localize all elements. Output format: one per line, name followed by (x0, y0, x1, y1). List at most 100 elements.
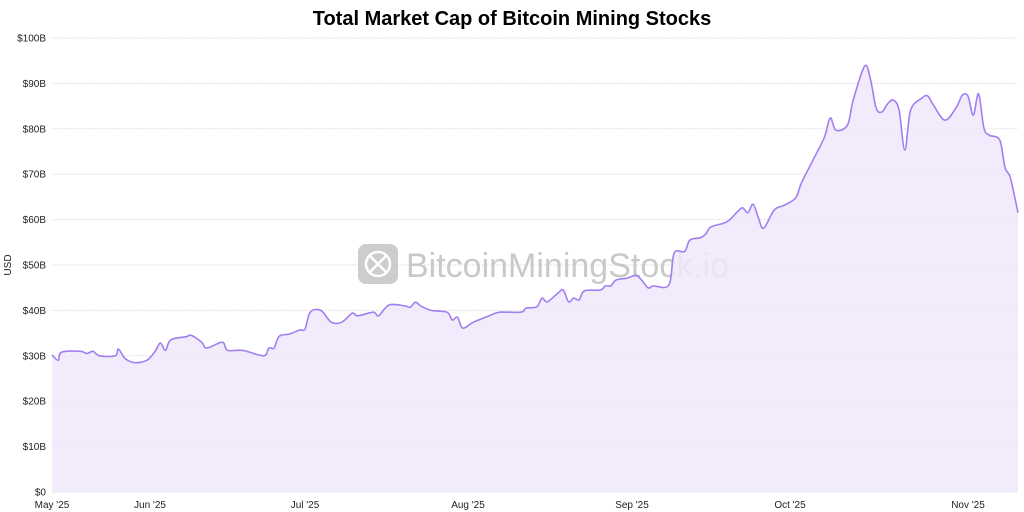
data-point (971, 113, 975, 117)
data-point (863, 64, 867, 68)
data-point (387, 303, 391, 307)
data-point (572, 296, 576, 300)
data-point (1008, 176, 1012, 180)
data-point (577, 298, 581, 302)
data-point (651, 284, 655, 288)
data-point (683, 249, 687, 253)
data-point (556, 291, 560, 295)
area-fill (52, 65, 1018, 492)
data-point (59, 350, 63, 354)
y-tick-label: $90B (23, 79, 47, 90)
data-point (688, 238, 692, 242)
data-point (267, 346, 271, 350)
data-point (868, 77, 872, 81)
x-tick-label: May '25 (35, 500, 70, 511)
y-tick-label: $0 (35, 488, 47, 499)
data-point (845, 123, 849, 127)
watermark-icon-cross (369, 255, 387, 273)
data-point (498, 310, 502, 314)
data-point (811, 158, 815, 162)
data-point (977, 92, 981, 96)
data-point (540, 296, 544, 300)
data-point (772, 208, 776, 212)
data-point (455, 315, 459, 319)
data-point (582, 289, 586, 293)
data-point (903, 148, 907, 152)
data-point (277, 334, 281, 338)
data-point (998, 138, 1002, 142)
data-point (614, 278, 618, 282)
data-point (545, 300, 549, 304)
data-point (97, 354, 101, 358)
data-point (828, 116, 832, 120)
data-point (598, 288, 602, 292)
data-point (50, 353, 54, 357)
data-point (960, 93, 964, 97)
data-point (635, 274, 639, 278)
data-point (350, 311, 354, 315)
data-point (987, 133, 991, 137)
data-point (145, 358, 149, 362)
data-point (298, 328, 302, 332)
data-point (329, 320, 333, 324)
y-tick-label: $50B (23, 261, 47, 272)
data-point (308, 310, 312, 314)
x-axis-ticks: May '25 Jun '25 Jul '25 Aug '25 Sep '25 Oct '… (35, 500, 986, 511)
data-point (561, 288, 565, 292)
data-point (886, 102, 890, 106)
data-point (91, 349, 95, 353)
data-point (220, 340, 224, 344)
data-point (932, 103, 936, 107)
y-tick-label: $70B (23, 170, 47, 181)
data-point (725, 220, 729, 224)
x-tick-label: Sep '25 (615, 500, 649, 511)
data-point (834, 128, 838, 132)
data-point (487, 314, 491, 318)
data-point (85, 352, 89, 356)
data-point (735, 210, 739, 214)
data-point (132, 361, 136, 365)
data-point (880, 110, 884, 114)
data-point (123, 356, 127, 360)
data-point (926, 94, 930, 98)
x-tick-label: Aug '25 (451, 500, 485, 511)
y-axis-label: USD (3, 254, 14, 275)
data-point (897, 108, 901, 112)
data-point (783, 203, 787, 207)
data-point (609, 284, 613, 288)
x-tick-label: Oct '25 (774, 500, 806, 511)
data-point (943, 118, 947, 122)
data-point (762, 226, 766, 230)
data-point (1003, 166, 1007, 170)
data-point (78, 349, 82, 353)
y-tick-label: $10B (23, 442, 47, 453)
data-point (524, 306, 528, 310)
data-point (461, 326, 465, 330)
data-point (709, 225, 713, 229)
data-point (226, 348, 230, 352)
data-point (377, 314, 381, 318)
data-point (319, 308, 323, 312)
data-point (403, 304, 407, 308)
data-point (340, 320, 344, 324)
data-point (153, 349, 157, 353)
data-point (698, 236, 702, 240)
data-point (851, 98, 855, 102)
data-point (262, 354, 266, 358)
data-point (751, 202, 755, 206)
data-point (567, 300, 571, 304)
y-tick-label: $100B (17, 34, 46, 45)
data-point (920, 96, 924, 100)
series-line (51, 64, 1019, 364)
data-point (746, 211, 750, 215)
data-point (169, 338, 173, 342)
data-point (116, 347, 120, 351)
data-point (158, 341, 162, 345)
data-point (535, 305, 539, 309)
data-point (419, 304, 423, 308)
x-tick-label: Nov '25 (951, 500, 985, 511)
data-point (205, 346, 209, 350)
data-point (164, 348, 168, 352)
data-point (756, 216, 760, 220)
